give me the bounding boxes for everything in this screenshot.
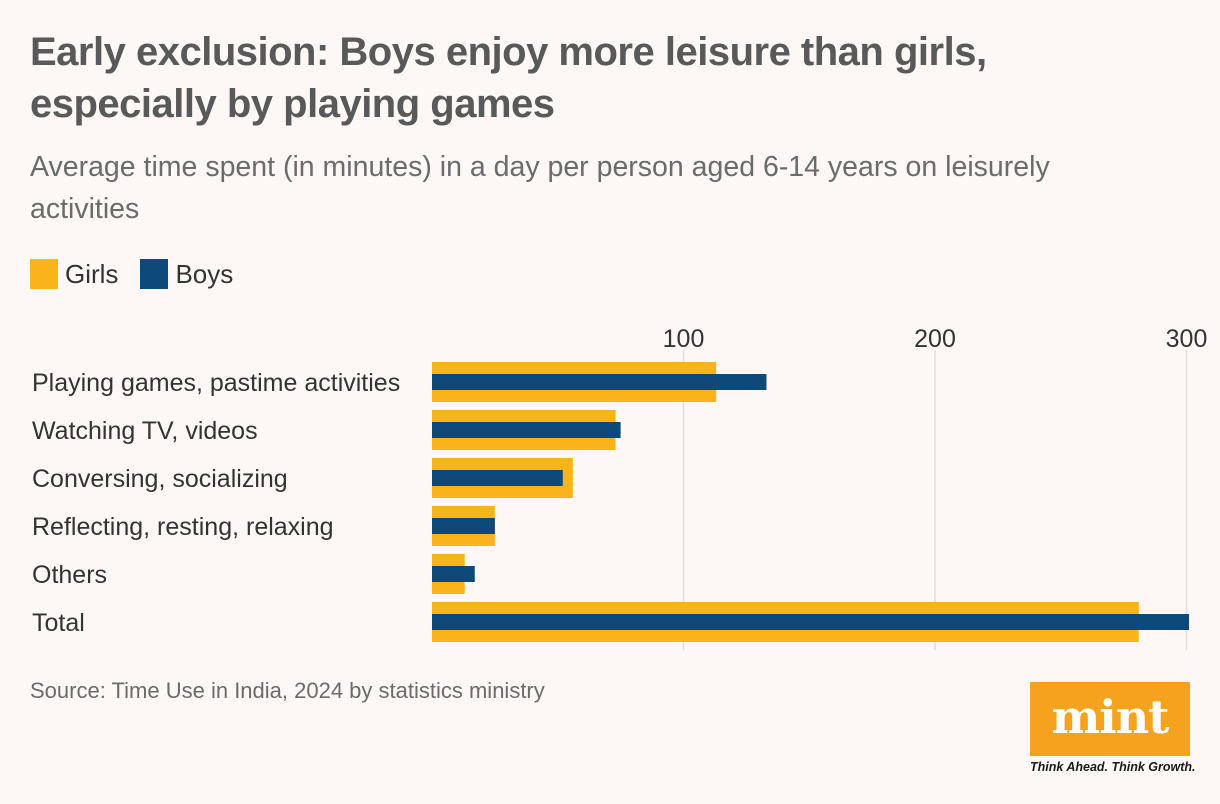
x-tick-label-100: 100: [663, 325, 705, 353]
logo-text: mint: [1051, 690, 1170, 744]
logo-tagline: Think Ahead. Think Growth.: [1030, 760, 1196, 774]
category-label-conversing-socializing: Conversing, socializing: [32, 465, 288, 493]
legend-item-boys: Boys: [140, 259, 233, 290]
legend: Girls Boys: [30, 256, 255, 292]
bar-boys-conversing-socializing: [432, 470, 563, 486]
bar-chart: 100 200 300 Playing games, pastime activiti…: [32, 325, 1208, 650]
source-note: Source: Time Use in India, 2024 by stati…: [30, 678, 545, 703]
legend-swatch-boys: [140, 259, 169, 289]
legend-swatch-girls: [30, 259, 58, 289]
bar-boys-playing-games-pastime-activities: [432, 374, 767, 390]
bar-boys-total: [432, 614, 1190, 630]
category-label-watching-tv-videos: Watching TV, videos: [32, 417, 258, 445]
legend-item-girls: Girls: [30, 259, 118, 290]
bar-boys-reflecting-resting-relaxing: [432, 518, 495, 534]
legend-label-boys: Boys: [175, 258, 234, 289]
x-tick-label-300: 300: [1166, 325, 1208, 353]
category-label-others: Others: [32, 561, 107, 589]
mint-logo: mint: [1030, 682, 1190, 756]
category-label-playing-games-pastime-activities: Playing games, pastime activities: [32, 369, 400, 397]
x-tick-label-200: 200: [914, 325, 956, 353]
bar-boys-watching-tv-videos: [432, 422, 621, 438]
chart-subtitle: Average time spent (in minutes) in a day…: [30, 151, 1050, 225]
legend-label-girls: Girls: [65, 258, 119, 289]
category-label-total: Total: [32, 609, 85, 637]
bar-boys-others: [432, 566, 475, 582]
chart-title: Early exclusion: Boys enjoy more leisure…: [30, 30, 987, 126]
category-label-reflecting-resting-relaxing: Reflecting, resting, relaxing: [32, 513, 334, 541]
